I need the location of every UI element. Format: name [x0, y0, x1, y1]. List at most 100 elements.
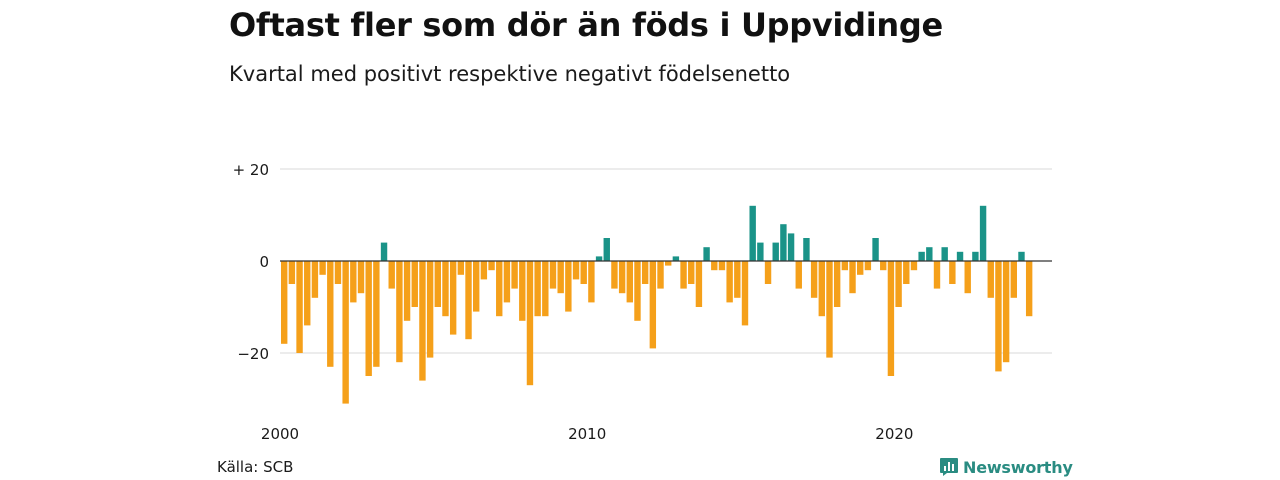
bar-negative: [403, 261, 411, 321]
source-label: Källa: SCB: [217, 458, 294, 476]
bar-negative: [833, 261, 841, 307]
x-tick-label: 2010: [568, 425, 606, 443]
x-tick-label: 2020: [875, 425, 913, 443]
bar-negative: [810, 261, 818, 298]
bar-negative: [580, 261, 587, 284]
bar-positive: [603, 238, 610, 261]
bar-positive: [749, 205, 756, 261]
bar-negative: [357, 261, 365, 294]
chart-subtitle: Kvartal med positivt respektive negativt…: [229, 62, 791, 86]
bar-negative: [426, 261, 434, 358]
bar-negative: [1025, 261, 1033, 317]
bar-negative: [818, 261, 825, 317]
bar-negative: [449, 261, 457, 335]
bar-negative: [618, 261, 626, 294]
bar-negative: [311, 261, 319, 298]
bar-negative: [526, 261, 534, 386]
bar-negative: [933, 261, 941, 289]
bar-negative: [334, 261, 342, 284]
bar-negative: [641, 261, 649, 284]
bar-negative: [826, 261, 833, 358]
bar-negative: [1002, 261, 1010, 363]
bar-negative: [864, 261, 872, 271]
grid-layer: [280, 168, 1052, 354]
bar-negative: [557, 261, 564, 294]
bar-negative: [457, 261, 465, 275]
bar-negative: [365, 261, 372, 376]
logo-text: Newsworthy: [963, 457, 1073, 477]
bar-positive: [972, 251, 979, 261]
bar-positive: [872, 238, 879, 261]
bar-negative: [503, 261, 511, 303]
bar-positive: [672, 256, 680, 261]
bar-negative: [665, 261, 672, 266]
bar-negative: [319, 261, 326, 275]
bar-positive: [780, 224, 787, 261]
bar-negative: [849, 261, 856, 294]
bar-negative: [895, 261, 902, 307]
bar-negative: [465, 261, 472, 340]
bar-negative: [657, 261, 664, 289]
bar-positive: [772, 242, 779, 261]
bar-negative: [649, 261, 657, 349]
bar-negative: [987, 261, 994, 298]
y-tick-label: + 20: [233, 161, 269, 179]
y-tick-label: −20: [237, 345, 269, 363]
x-tick-label: 2000: [261, 425, 299, 443]
newsworthy-chart-bubble-icon: [940, 458, 958, 476]
bar-negative: [841, 261, 849, 271]
bar-negative: [964, 261, 971, 294]
bar-positive: [1018, 251, 1025, 261]
bar-negative: [626, 261, 633, 303]
bar-positive: [703, 247, 710, 261]
bar-negative: [549, 261, 557, 289]
bar-negative: [949, 261, 956, 284]
bar-positive: [941, 247, 948, 261]
bar-negative: [711, 261, 718, 271]
chart-title: Oftast fler som dör än föds i Uppvidinge: [229, 6, 943, 44]
bar-negative: [880, 261, 887, 271]
bar-negative: [396, 261, 403, 363]
bar-negative: [634, 261, 641, 321]
bar-negative: [511, 261, 518, 289]
bar-positive: [918, 251, 925, 261]
bar-negative: [281, 261, 288, 344]
bar-negative: [588, 261, 595, 303]
bar-negative: [296, 261, 303, 353]
bar-negative: [572, 261, 580, 280]
bar-negative: [327, 261, 334, 367]
bar-negative: [611, 261, 618, 289]
bar-negative: [764, 261, 772, 284]
bar-positive: [380, 242, 388, 261]
bar-negative: [350, 261, 357, 303]
bar-positive: [803, 238, 810, 261]
bar-negative: [519, 261, 526, 321]
bar-negative: [887, 261, 895, 376]
bar-negative: [434, 261, 441, 307]
y-tick-label: 0: [259, 253, 269, 271]
bar-negative: [718, 261, 726, 271]
bar-positive: [979, 205, 987, 261]
bar-negative: [288, 261, 296, 284]
bar-negative: [565, 261, 572, 312]
bar-negative: [442, 261, 449, 317]
bar-positive: [926, 247, 933, 261]
bar-negative: [688, 261, 695, 284]
bar-negative: [473, 261, 480, 312]
bar-negative: [795, 261, 802, 289]
bar-negative: [488, 261, 495, 271]
bar-negative: [542, 261, 549, 317]
bar-negative: [411, 261, 418, 307]
bar-positive: [956, 251, 964, 261]
bar-negative: [419, 261, 426, 381]
bar-negative: [741, 261, 749, 326]
bar-negative: [1010, 261, 1017, 298]
bar-negative: [342, 261, 349, 404]
bar-negative: [496, 261, 503, 317]
bar-negative: [995, 261, 1002, 372]
bar-negative: [680, 261, 687, 289]
bar-negative: [734, 261, 741, 298]
bar-positive: [757, 242, 764, 261]
